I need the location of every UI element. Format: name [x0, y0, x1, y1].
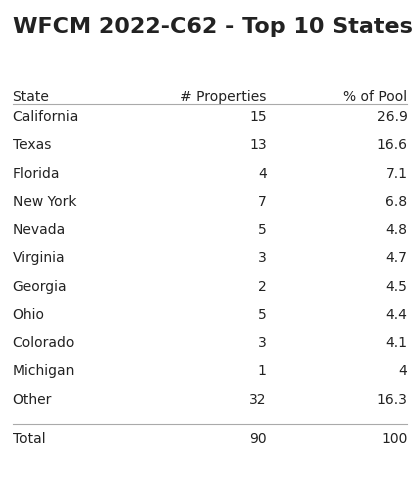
- Text: 1: 1: [258, 364, 267, 378]
- Text: Total: Total: [13, 432, 45, 447]
- Text: 16.3: 16.3: [376, 393, 407, 407]
- Text: 15: 15: [249, 110, 267, 124]
- Text: 26.9: 26.9: [376, 110, 407, 124]
- Text: 7: 7: [258, 195, 267, 209]
- Text: % of Pool: % of Pool: [343, 90, 407, 104]
- Text: 4: 4: [399, 364, 407, 378]
- Text: 5: 5: [258, 223, 267, 237]
- Text: Colorado: Colorado: [13, 336, 75, 350]
- Text: New York: New York: [13, 195, 76, 209]
- Text: Other: Other: [13, 393, 52, 407]
- Text: State: State: [13, 90, 50, 104]
- Text: 4: 4: [258, 167, 267, 181]
- Text: 4.1: 4.1: [386, 336, 407, 350]
- Text: Texas: Texas: [13, 138, 51, 152]
- Text: 16.6: 16.6: [376, 138, 407, 152]
- Text: 4.8: 4.8: [386, 223, 407, 237]
- Text: 32: 32: [249, 393, 267, 407]
- Text: Florida: Florida: [13, 167, 60, 181]
- Text: 100: 100: [381, 432, 407, 447]
- Text: 4.5: 4.5: [386, 280, 407, 294]
- Text: 6.8: 6.8: [385, 195, 407, 209]
- Text: 2: 2: [258, 280, 267, 294]
- Text: 5: 5: [258, 308, 267, 322]
- Text: 3: 3: [258, 336, 267, 350]
- Text: 4.4: 4.4: [386, 308, 407, 322]
- Text: 13: 13: [249, 138, 267, 152]
- Text: Nevada: Nevada: [13, 223, 66, 237]
- Text: 90: 90: [249, 432, 267, 447]
- Text: Ohio: Ohio: [13, 308, 45, 322]
- Text: Virginia: Virginia: [13, 251, 65, 265]
- Text: Georgia: Georgia: [13, 280, 67, 294]
- Text: 7.1: 7.1: [386, 167, 407, 181]
- Text: 3: 3: [258, 251, 267, 265]
- Text: # Properties: # Properties: [180, 90, 267, 104]
- Text: Michigan: Michigan: [13, 364, 75, 378]
- Text: WFCM 2022-C62 - Top 10 States: WFCM 2022-C62 - Top 10 States: [13, 17, 412, 37]
- Text: 4.7: 4.7: [386, 251, 407, 265]
- Text: California: California: [13, 110, 79, 124]
